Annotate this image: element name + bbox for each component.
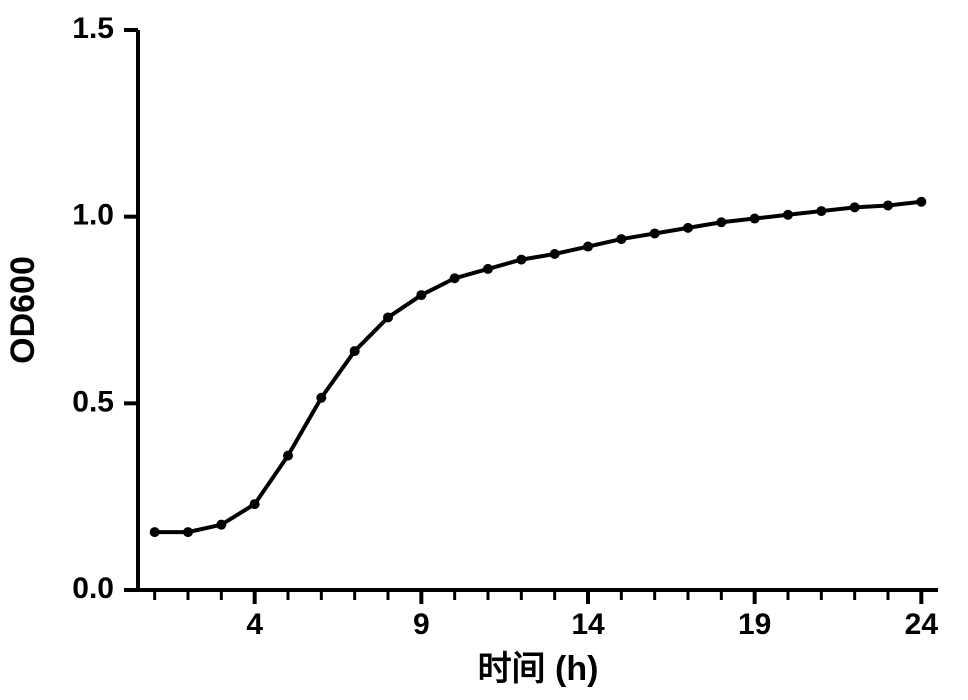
x-axis-label: 时间 (h) [478, 650, 599, 688]
data-point [550, 249, 560, 259]
data-point [816, 206, 826, 216]
data-point [883, 200, 893, 210]
growth-curve-chart: 0.0 0.5 1.0 1.5 4 9 14 19 24 OD600 时间 (h) [0, 0, 968, 700]
data-point [183, 527, 193, 537]
x-tick-label: 24 [905, 608, 939, 641]
y-axis-label: OD600 [4, 256, 42, 364]
data-point [250, 499, 260, 509]
y-tick-label: 0.0 [72, 572, 114, 605]
data-point [283, 451, 293, 461]
data-point [416, 290, 426, 300]
data-point [383, 312, 393, 322]
data-point [750, 214, 760, 224]
y-tick-label: 0.5 [72, 385, 114, 418]
data-point [216, 520, 226, 530]
y-tick-label: 1.5 [72, 12, 114, 45]
data-point [516, 255, 526, 265]
data-point [150, 527, 160, 537]
data-point [683, 223, 693, 233]
chart-svg: 0.0 0.5 1.0 1.5 4 9 14 19 24 OD600 时间 (h) [0, 0, 968, 700]
data-point [783, 210, 793, 220]
x-tick-label: 14 [571, 608, 605, 641]
data-point [350, 346, 360, 356]
data-point [583, 242, 593, 252]
data-point [316, 393, 326, 403]
x-tick-label: 4 [246, 608, 263, 641]
x-tick-label: 19 [738, 608, 771, 641]
data-point [650, 228, 660, 238]
data-point [850, 202, 860, 212]
data-point [450, 273, 460, 283]
x-tick-label: 9 [413, 608, 430, 641]
data-point [716, 217, 726, 227]
data-point [483, 264, 493, 274]
data-point [616, 234, 626, 244]
y-tick-label: 1.0 [72, 199, 114, 232]
data-point [916, 197, 926, 207]
